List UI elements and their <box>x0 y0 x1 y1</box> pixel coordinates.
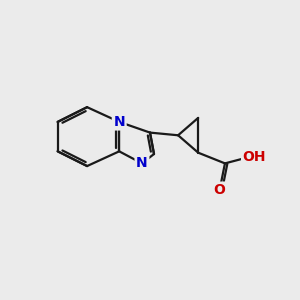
Text: N: N <box>113 115 125 129</box>
Text: OH: OH <box>243 150 266 164</box>
Text: O: O <box>214 183 226 197</box>
Text: N: N <box>136 156 148 170</box>
